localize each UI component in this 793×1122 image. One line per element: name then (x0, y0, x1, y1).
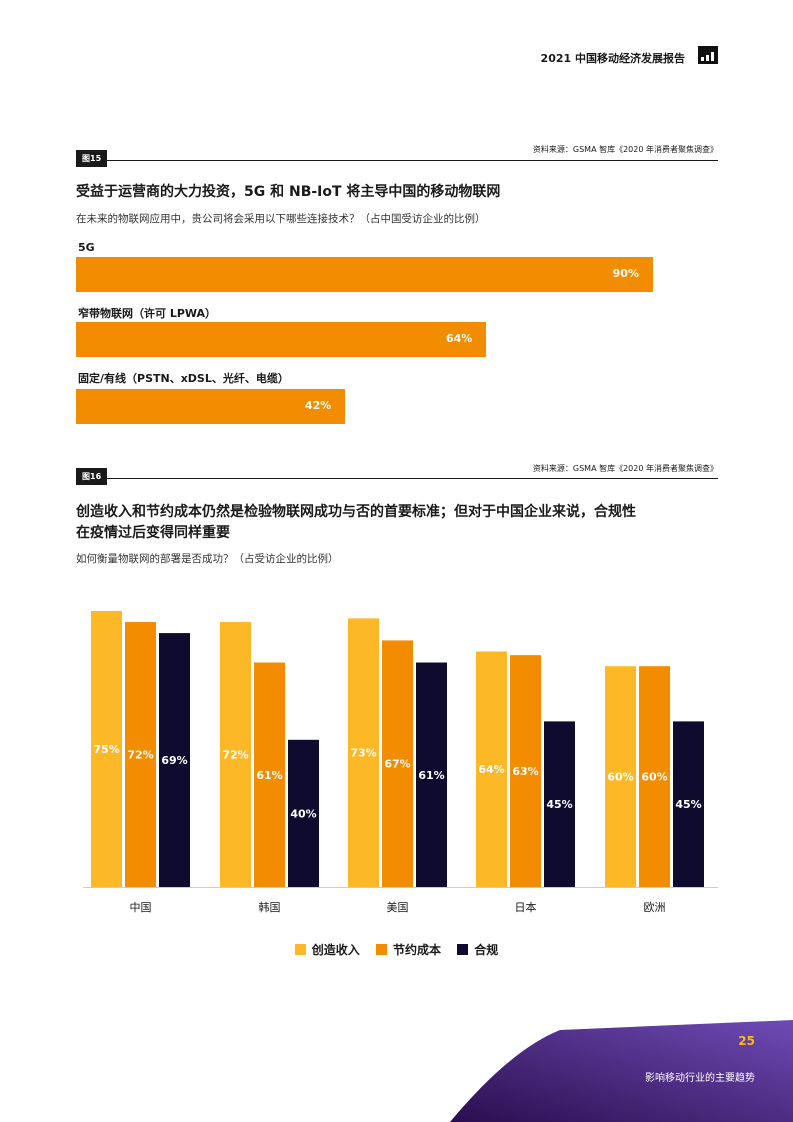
legend-swatch-cost (375, 944, 387, 955)
hbar-value-5g: 90% (612, 267, 639, 280)
bar-label-usa-revenue: 73% (350, 747, 376, 760)
bar-korea-cost (254, 662, 285, 887)
bar-label-japan-revenue: 64% (478, 763, 504, 776)
gsma-logo-icon (698, 46, 718, 64)
bar-usa-cost (382, 640, 413, 887)
bar-label-korea-compliance: 40% (290, 807, 316, 820)
figure16-rule (76, 478, 718, 479)
figure15-tag: 图15 (76, 150, 108, 167)
bar-label-korea-revenue: 72% (222, 749, 248, 762)
hbar-fixed: 42% (76, 389, 346, 424)
bar-label-china-compliance: 69% (161, 754, 187, 767)
figure15-source: 资料来源：GSMA 智库《2020 年消费者聚焦调查》 (532, 145, 718, 154)
bar-label-japan-cost: 63% (512, 765, 538, 778)
figure15-subtitle: 在未来的物联网应用中，贵公司将会采用以下哪些连接技术？（占中国受访企业的比例） (76, 213, 486, 225)
legend-label-compliance: 合规 (474, 943, 499, 957)
category-label-europe: 欧洲 (644, 901, 666, 914)
hbar-5g: 90% (76, 257, 653, 292)
bar-label-europe-cost: 60% (641, 771, 667, 784)
page-number: 25 (738, 1034, 755, 1048)
bar-europe-compliance (673, 721, 704, 887)
figure15-rule (76, 160, 718, 161)
bar-korea-revenue (220, 622, 251, 887)
bar-europe-cost (639, 666, 670, 887)
legend-label-revenue: 创造收入 (311, 943, 360, 957)
bar-china-cost (125, 622, 156, 887)
legend-label-cost: 节约成本 (392, 943, 441, 957)
footer-section-title: 影响移动行业的主要趋势 (645, 1073, 755, 1084)
bar-japan-cost (510, 655, 541, 887)
bar-label-usa-cost: 67% (384, 758, 410, 771)
figure16-tag: 图16 (76, 468, 108, 485)
bar-label-europe-revenue: 60% (607, 771, 633, 784)
hbar-label-5g: 5G (78, 241, 95, 254)
hbar-nbiot: 64% (76, 322, 487, 357)
bar-china-revenue (91, 611, 122, 887)
category-label-japan: 日本 (515, 900, 537, 914)
bar-label-europe-compliance: 45% (675, 798, 701, 811)
bar-label-japan-compliance: 45% (546, 798, 572, 811)
bar-europe-revenue (605, 666, 636, 887)
chart-legend: 创造收入 节约成本 合规 (0, 941, 793, 958)
hbar-label-fixed: 固定/有线（PSTN、xDSL、光纤、电缆） (78, 372, 289, 385)
report-title: 2021 中国移动经济发展报告 (540, 52, 685, 65)
bar-japan-revenue (476, 651, 507, 887)
bar-label-korea-cost: 61% (256, 769, 282, 782)
figure16-subtitle: 如何衡量物联网的部署是否成功？（占受访企业的比例） (76, 553, 339, 565)
bar-usa-compliance (416, 662, 447, 887)
category-label-korea: 韩国 (259, 900, 281, 914)
figure16-title-line1: 创造收入和节约成本仍然是检验物联网成功与否的首要标准；但对于中国企业来说，合规性 (76, 504, 636, 520)
bar-label-china-cost: 72% (127, 749, 153, 762)
hbar-label-nbiot: 窄带物联网（许可 LPWA） (78, 307, 217, 320)
category-label-china: 中国 (130, 901, 152, 914)
legend-item-revenue: 创造收入 (294, 941, 360, 958)
legend-swatch-revenue (294, 944, 306, 955)
legend-swatch-compliance (457, 944, 469, 955)
grouped-bar-chart: 75% 72% 69% 中国 72% 61% 40% 韩国 73% 67% 61% 美国 64% 63% 4… (83, 611, 718, 914)
bar-japan-compliance (544, 721, 575, 887)
category-label-usa: 美国 (387, 901, 409, 914)
legend-item-cost: 节约成本 (375, 941, 441, 958)
legend-item-compliance: 合规 (457, 941, 498, 958)
bar-korea-compliance (288, 739, 319, 887)
figure16-source: 资料来源：GSMA 智库《2020 年消费者聚焦调查》 (532, 464, 718, 473)
figure16-title-line2: 在疫情过后变得同样重要 (76, 525, 230, 541)
bar-label-china-revenue: 75% (93, 743, 119, 756)
hbar-value-fixed: 42% (304, 399, 332, 412)
bar-label-usa-compliance: 61% (418, 769, 444, 782)
bar-usa-revenue (348, 618, 379, 887)
bar-china-compliance (159, 633, 190, 887)
hbar-value-nbiot: 64% (445, 332, 473, 345)
figure15-title: 受益于运营商的大力投资，5G 和 NB-IoT 将主导中国的移动物联网 (76, 184, 501, 200)
